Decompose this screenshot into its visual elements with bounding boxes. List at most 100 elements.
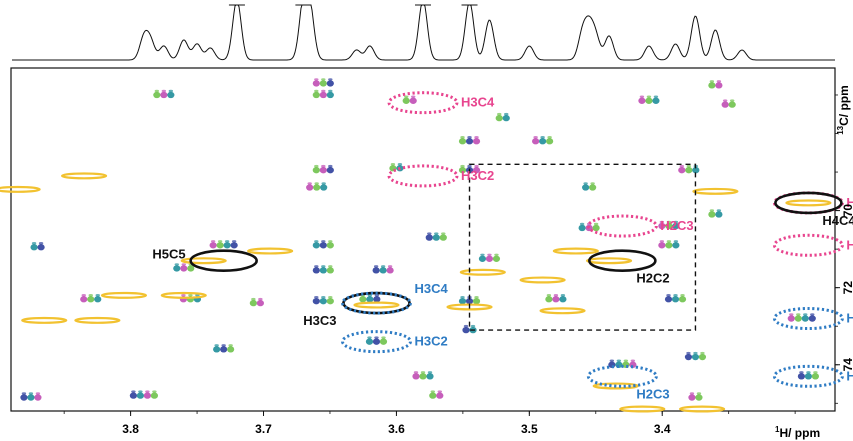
cross-peak [721, 99, 736, 108]
cross-peak-contour [397, 163, 403, 166]
cross-peak-blob [366, 296, 374, 303]
cross-peak-blob [539, 138, 547, 145]
cross-peak-blob [319, 91, 327, 99]
cross-peak-contour [680, 294, 685, 297]
cross-peak-contour [616, 359, 622, 362]
cross-peak-blob [312, 267, 320, 274]
cross-peak-blob [150, 392, 159, 399]
cross-peak-contour [729, 99, 735, 102]
cross-peak-blob [326, 297, 334, 305]
cross-peak-contour [546, 294, 552, 297]
cross-peak-blob [409, 97, 417, 104]
cross-peak-blob [652, 97, 660, 104]
cross-peak [708, 209, 723, 218]
y-axis: 70 72 74 [835, 94, 853, 404]
cross-peak-contour [460, 164, 465, 168]
yellow-peak [619, 405, 666, 413]
cross-peak-blob [801, 315, 809, 322]
cross-peak-blob [678, 166, 686, 174]
cross-peak-contour [228, 344, 233, 347]
cross-peak-blob [502, 114, 510, 122]
cross-peak [532, 136, 554, 145]
cross-peak-contour [131, 390, 136, 393]
cross-peak-contour [181, 294, 186, 297]
cross-peak-contour [686, 164, 692, 168]
x-tick-label: 3.5 [521, 422, 538, 436]
cross-peak-contour [579, 222, 585, 226]
cross-peak-contour [547, 136, 552, 139]
cross-peak-blob [478, 255, 487, 262]
yellow-peak [247, 247, 294, 255]
cross-peak-blob [472, 166, 481, 174]
cross-peak-blob [87, 296, 95, 303]
cross-peak-contour [716, 209, 722, 212]
cross-peak-contour [88, 294, 93, 297]
x-axis-label-superscript: 1 [775, 425, 780, 434]
cross-peak-blob [249, 299, 257, 307]
cross-peak-contour [224, 240, 230, 243]
cross-peak-contour [221, 344, 226, 347]
cross-peak-contour [314, 295, 319, 299]
cross-peak-contour [321, 295, 326, 299]
cross-peak [545, 294, 567, 303]
cross-peak-contour [810, 313, 815, 316]
cross-peak-blob [326, 80, 334, 87]
cross-peak-contour [430, 390, 435, 393]
cross-peak-blob [372, 338, 381, 345]
cross-peak-contour [31, 242, 37, 245]
yellow-peak [74, 316, 121, 324]
annotation-label: H5C5 [152, 247, 185, 262]
cross-peak-blob [458, 166, 467, 174]
cross-peak-blob [326, 91, 334, 99]
cross-peak-blob [319, 297, 327, 305]
cross-peak-blob [173, 265, 181, 272]
cross-peak [312, 265, 334, 274]
annotation-ellipse [772, 233, 844, 257]
cross-peak-contour [258, 297, 263, 301]
cross-peak-blob [552, 296, 560, 303]
annotation-label: H3C4 [414, 281, 448, 296]
annotation-ellipse [774, 191, 843, 215]
cross-peak-contour [314, 240, 319, 243]
cross-peak [129, 390, 159, 399]
cross-peak [312, 164, 334, 174]
cross-peak [359, 294, 381, 303]
annotation-label: H4C4 [822, 213, 853, 228]
cross-peak-blob [708, 211, 716, 218]
cross-peak-contour [796, 313, 801, 316]
cross-peak-contour [609, 359, 615, 362]
yellow-peak [353, 301, 400, 309]
yellow-peak [585, 257, 633, 265]
cross-peak-contour [328, 78, 333, 81]
cross-peak-contour [590, 182, 595, 185]
cross-peak-contour [716, 80, 722, 83]
cross-peak-contour [214, 344, 219, 347]
cross-peak-blob [20, 394, 28, 401]
cross-peak-contour [387, 265, 393, 268]
cross-peak-contour [474, 295, 479, 299]
cross-peak-blob [425, 234, 433, 241]
plot-frame [10, 67, 836, 412]
cross-peak-blob [412, 373, 420, 380]
cross-peak [458, 295, 481, 305]
cross-peak-contour [381, 336, 386, 339]
cross-peak [372, 265, 394, 274]
cross-peak-contour [583, 182, 588, 185]
x-axis: 3.8 3.7 3.6 3.5 3.4 [63, 411, 796, 436]
cross-peak-contour [374, 294, 380, 297]
annotation-ellipse [387, 91, 459, 115]
cross-peak-blob [209, 242, 217, 249]
cross-peak [312, 89, 334, 99]
proton-1d-spectrum-trace [12, 4, 835, 61]
cross-peak-blob [213, 346, 221, 353]
cross-peak-contour [673, 240, 679, 243]
cross-peak-contour [413, 371, 419, 374]
y-tick-label: 70 [841, 204, 853, 218]
cross-peak-blob [559, 296, 567, 303]
cross-peak-blob [37, 244, 45, 251]
annotation-h5c5-black: H5C5 [152, 247, 258, 272]
yellow-peak [60, 172, 108, 180]
annotation-label: H3C4 [461, 95, 495, 110]
cross-peak-blob [306, 184, 314, 191]
cross-peak-blob [808, 315, 816, 322]
